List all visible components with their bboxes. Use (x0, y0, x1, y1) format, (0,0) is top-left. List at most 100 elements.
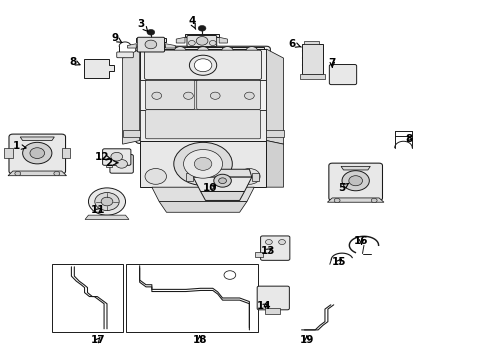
Text: 15: 15 (331, 257, 346, 267)
Polygon shape (122, 49, 140, 144)
Text: 10: 10 (203, 183, 217, 193)
Circle shape (278, 239, 285, 244)
Text: 13: 13 (260, 246, 275, 256)
Circle shape (209, 41, 216, 45)
Text: 16: 16 (353, 236, 368, 246)
Polygon shape (8, 171, 66, 176)
Circle shape (22, 142, 52, 164)
Circle shape (88, 188, 125, 215)
Polygon shape (20, 137, 54, 140)
Polygon shape (85, 215, 129, 220)
Text: 6: 6 (288, 39, 301, 49)
FancyBboxPatch shape (136, 46, 270, 143)
Polygon shape (127, 44, 136, 48)
Circle shape (111, 152, 122, 161)
Circle shape (173, 142, 232, 185)
Circle shape (244, 92, 254, 99)
Polygon shape (340, 166, 369, 170)
Circle shape (221, 46, 233, 55)
FancyBboxPatch shape (329, 64, 356, 85)
Text: 12: 12 (94, 152, 111, 162)
Polygon shape (266, 49, 283, 144)
Circle shape (145, 168, 166, 184)
FancyBboxPatch shape (186, 36, 216, 46)
Circle shape (15, 171, 20, 176)
Bar (126, 264, 258, 332)
Text: 2: 2 (105, 158, 118, 168)
Circle shape (265, 239, 272, 244)
Circle shape (218, 178, 226, 184)
Circle shape (224, 271, 235, 279)
Text: 8: 8 (69, 57, 80, 67)
Circle shape (238, 168, 260, 184)
Polygon shape (266, 140, 283, 187)
Text: 4: 4 (188, 17, 195, 29)
Polygon shape (176, 37, 184, 43)
Polygon shape (327, 198, 383, 202)
Polygon shape (165, 44, 175, 48)
Circle shape (145, 40, 157, 49)
Polygon shape (302, 44, 322, 74)
FancyBboxPatch shape (110, 154, 133, 173)
Circle shape (198, 26, 205, 31)
Circle shape (196, 37, 207, 45)
Polygon shape (140, 80, 266, 110)
Text: 19: 19 (299, 334, 313, 345)
FancyBboxPatch shape (196, 80, 260, 109)
Circle shape (197, 46, 208, 55)
Circle shape (188, 41, 195, 45)
FancyBboxPatch shape (145, 80, 194, 109)
Polygon shape (4, 148, 13, 158)
FancyBboxPatch shape (144, 50, 261, 80)
Text: 14: 14 (256, 301, 271, 311)
Circle shape (101, 197, 113, 206)
Circle shape (183, 149, 222, 178)
Polygon shape (266, 130, 283, 137)
FancyBboxPatch shape (145, 110, 260, 139)
Circle shape (370, 198, 376, 203)
Text: 18: 18 (192, 334, 206, 345)
Text: 3: 3 (137, 19, 147, 32)
Polygon shape (83, 59, 114, 78)
Polygon shape (219, 37, 227, 43)
Polygon shape (265, 309, 280, 314)
FancyBboxPatch shape (117, 52, 133, 58)
Text: 7: 7 (328, 58, 335, 68)
Bar (52, 264, 122, 332)
Text: 17: 17 (91, 334, 105, 345)
Polygon shape (159, 202, 246, 212)
FancyBboxPatch shape (257, 286, 289, 310)
Circle shape (174, 46, 185, 55)
Polygon shape (304, 41, 319, 44)
Polygon shape (122, 130, 140, 137)
Polygon shape (193, 169, 251, 177)
Polygon shape (185, 173, 193, 181)
Polygon shape (144, 47, 264, 51)
Polygon shape (136, 39, 165, 42)
Text: 11: 11 (91, 206, 105, 216)
Polygon shape (200, 192, 244, 201)
Text: 9: 9 (111, 33, 122, 43)
Circle shape (245, 46, 257, 55)
Circle shape (333, 198, 339, 203)
Circle shape (116, 159, 127, 168)
FancyBboxPatch shape (137, 37, 164, 52)
Circle shape (183, 92, 193, 99)
Polygon shape (184, 34, 219, 37)
Circle shape (189, 55, 216, 75)
Circle shape (348, 176, 362, 186)
Circle shape (152, 92, 161, 99)
Circle shape (210, 92, 220, 99)
Circle shape (30, 148, 44, 158)
FancyBboxPatch shape (260, 236, 289, 260)
Circle shape (341, 171, 368, 191)
Circle shape (95, 193, 119, 211)
Polygon shape (140, 49, 266, 80)
FancyBboxPatch shape (328, 163, 382, 201)
Polygon shape (255, 252, 262, 257)
Polygon shape (106, 160, 112, 167)
Circle shape (194, 157, 211, 170)
Text: 1: 1 (13, 141, 26, 151)
FancyBboxPatch shape (9, 134, 65, 174)
FancyBboxPatch shape (102, 149, 131, 165)
